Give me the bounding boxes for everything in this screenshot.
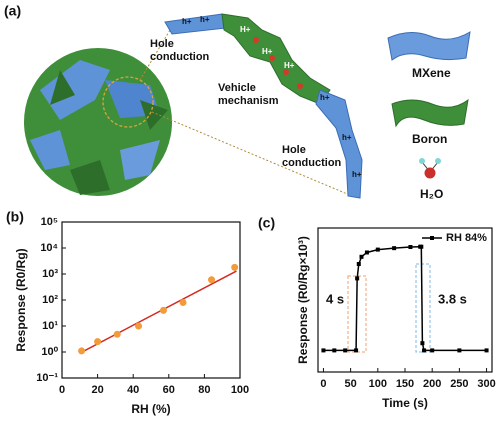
x-tick-label: 40 (127, 384, 139, 396)
marker (321, 348, 326, 353)
point (179, 299, 187, 307)
marker (419, 244, 424, 249)
legend-label: MXene (412, 66, 451, 80)
legend-marker (430, 236, 434, 240)
water-icon (419, 158, 441, 179)
y-axis-label: Response (R0/Rg) (14, 248, 28, 351)
mxene-ribbon (164, 13, 227, 35)
point (159, 306, 167, 314)
marker (343, 348, 348, 353)
boron-icon (391, 98, 469, 128)
legend-label: RH 84% (446, 232, 487, 244)
carrier-label: h+ (352, 170, 362, 179)
zoom-line (151, 111, 353, 197)
x-tick-label: 0 (59, 384, 65, 396)
carrier-label: h+ (342, 133, 352, 142)
x-tick-label: 200 (423, 378, 441, 390)
annotation: Hole conduction (150, 38, 210, 63)
marker (364, 250, 369, 255)
carrier-label: H+ (284, 61, 295, 70)
marker (332, 348, 337, 353)
panel-label: (c) (258, 215, 275, 231)
x-tick-label: 300 (477, 378, 495, 390)
x-tick-label: 150 (396, 378, 414, 390)
marker (457, 348, 462, 353)
x-tick-label: 20 (91, 384, 103, 396)
marker (422, 348, 427, 353)
carrier-label: h+ (200, 15, 210, 24)
carrier-label: h+ (182, 17, 192, 26)
mxene-icon (387, 31, 471, 61)
y-tick-label: 10⁴ (40, 242, 58, 254)
x-tick-label: 100 (369, 378, 387, 390)
marker (420, 341, 425, 346)
marker (359, 254, 364, 259)
marker (375, 247, 380, 252)
marker (430, 348, 435, 353)
annotation: Vehicle mechanism (218, 82, 279, 107)
legend-label: Boron (412, 132, 447, 146)
marker (408, 245, 413, 250)
mxene-ribbon (315, 89, 363, 199)
y-tick-label: 10⁻¹ (36, 372, 58, 384)
carrier-label: H+ (240, 25, 251, 34)
annotation: 4 s (326, 291, 344, 306)
carrier-label: H+ (262, 47, 273, 56)
y-tick-label: 10⁰ (41, 346, 58, 358)
point (113, 330, 121, 338)
water-dots (253, 37, 303, 89)
fit-line (79, 270, 237, 354)
x-tick-label: 250 (450, 378, 468, 390)
annotation: Hole conduction (282, 144, 342, 169)
x-tick-label: 50 (345, 378, 357, 390)
marker (354, 348, 359, 353)
annotation: 3.8 s (438, 291, 467, 306)
zoom-line (139, 29, 171, 81)
point (135, 322, 143, 330)
marker (356, 262, 361, 266)
y-tick-label: 10⁵ (41, 216, 58, 228)
panel-label: (b) (6, 209, 24, 225)
y-axis-label: Response (R0/Rg×10³) (296, 236, 310, 364)
x-tick-label: 100 (231, 384, 249, 396)
y-tick-label: 10² (42, 294, 58, 306)
point (78, 347, 86, 355)
sphere (24, 48, 172, 196)
highlight-box (415, 263, 431, 353)
marker (355, 276, 360, 281)
plot-frame (61, 221, 241, 379)
y-tick-label: 10¹ (42, 320, 58, 332)
legend-label: H₂O (420, 187, 443, 201)
point (208, 276, 216, 284)
x-axis-label: Time (s) (382, 396, 428, 410)
y-tick-label: 10³ (42, 268, 58, 280)
carrier-label: h+ (320, 93, 330, 102)
panel-label: (a) (4, 3, 21, 19)
x-tick-label: 80 (198, 384, 210, 396)
point (231, 263, 239, 271)
x-axis-label: RH (%) (131, 402, 170, 416)
x-tick-label: 0 (320, 378, 326, 390)
marker (484, 348, 489, 353)
marker (392, 246, 397, 251)
point (94, 338, 102, 346)
x-tick-label: 60 (163, 384, 175, 396)
